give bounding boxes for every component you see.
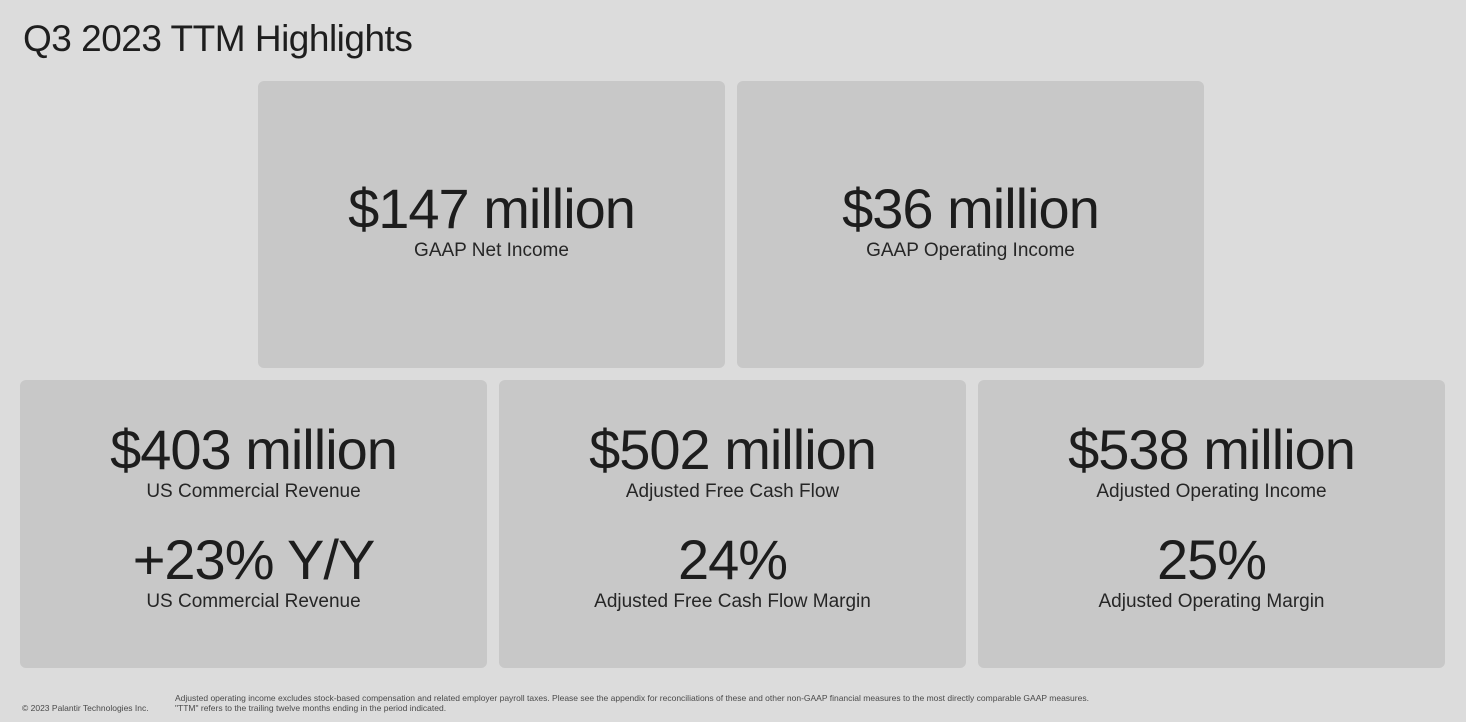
metric-us-commercial-revenue: $403 million US Commercial Revenue	[110, 418, 398, 504]
metric-adjusted-operating-income: $538 million Adjusted Operating Income	[1068, 418, 1356, 504]
footer-note-ttm: "TTM" refers to the trailing twelve mont…	[175, 702, 447, 713]
metric-label: Adjusted Operating Income	[1096, 481, 1327, 502]
metric-gaap-operating-income: $36 million GAAP Operating Income	[842, 176, 1100, 263]
metric-label: Adjusted Free Cash Flow	[625, 481, 840, 502]
metric-label: US Commercial Revenue	[146, 481, 361, 502]
metric-value: $538 million	[1068, 418, 1356, 481]
card-gaap-operating-income: $36 million GAAP Operating Income	[737, 81, 1204, 368]
metric-value: +23% Y/Y	[132, 528, 376, 591]
metric-value: 25%	[1156, 528, 1267, 591]
metric-value: $502 million	[589, 418, 877, 481]
metric-label: Adjusted Free Cash Flow Margin	[594, 591, 871, 612]
page-title: Q3 2023 TTM Highlights	[23, 18, 413, 59]
metric-adjusted-fcf-margin: 24% Adjusted Free Cash Flow Margin	[594, 530, 871, 614]
metric-value: $403 million	[110, 418, 398, 481]
metric-adjusted-operating-margin: 25% Adjusted Operating Margin	[1098, 530, 1324, 614]
metric-label: Adjusted Operating Margin	[1098, 591, 1325, 612]
footer-note-adjusted-operating-income: Adjusted operating income excludes stock…	[175, 693, 1089, 703]
metric-value: $36 million	[842, 176, 1100, 240]
footer-copyright: © 2023 Palantir Technologies Inc.	[22, 703, 149, 713]
footer-notes: Adjusted operating income excludes stock…	[175, 693, 1089, 713]
metric-label: US Commercial Revenue	[146, 591, 361, 612]
card-us-commercial-revenue: $403 million US Commercial Revenue +23% …	[20, 380, 487, 668]
card-gaap-net-income: $147 million GAAP Net Income	[258, 81, 725, 368]
metric-value: 24%	[677, 528, 788, 591]
card-adjusted-free-cash-flow: $502 million Adjusted Free Cash Flow 24%…	[499, 380, 966, 668]
card-adjusted-operating-income: $538 million Adjusted Operating Income 2…	[978, 380, 1445, 668]
metric-gaap-net-income: $147 million GAAP Net Income	[348, 176, 636, 263]
metric-value: $147 million	[348, 176, 636, 240]
metric-label: GAAP Operating Income	[866, 239, 1075, 261]
metric-label: GAAP Net Income	[414, 239, 569, 261]
metric-adjusted-free-cash-flow: $502 million Adjusted Free Cash Flow	[589, 418, 877, 504]
metric-us-commercial-growth: +23% Y/Y US Commercial Revenue	[132, 528, 376, 614]
